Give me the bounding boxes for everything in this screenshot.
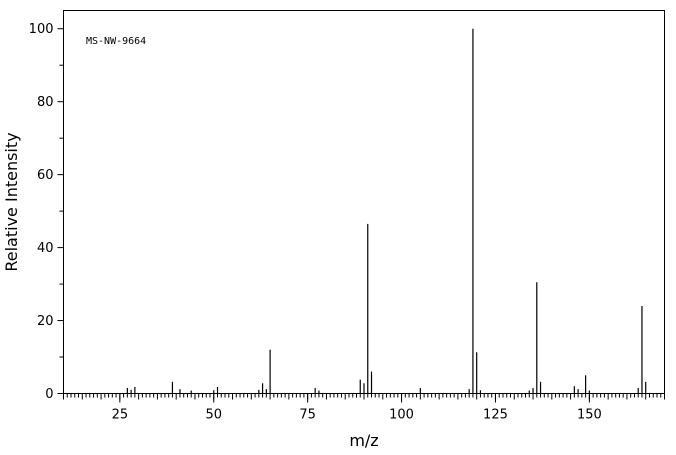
x-minor-ticks bbox=[63, 393, 665, 400]
y-axis-label: Relative Intensity bbox=[2, 132, 21, 271]
y-tick-label: 20 bbox=[37, 314, 54, 329]
x-tick-label: 150 bbox=[577, 408, 602, 423]
y-tick-label: 100 bbox=[29, 22, 54, 37]
y-tick-label: 0 bbox=[45, 387, 53, 402]
y-tick-label: 80 bbox=[37, 95, 54, 110]
y-tick-label: 60 bbox=[37, 168, 54, 183]
x-tick-label: 75 bbox=[299, 408, 316, 423]
x-tick-label: 25 bbox=[112, 408, 129, 423]
y-tick-label: 40 bbox=[37, 241, 54, 256]
plot-frame bbox=[63, 10, 665, 394]
spectrum-peaks bbox=[126, 28, 647, 394]
x-axis-label: m/z bbox=[349, 431, 378, 450]
x-tick-label: 125 bbox=[483, 408, 508, 423]
x-tick-label: 100 bbox=[389, 408, 414, 423]
x-axis-ticks: 25 50 75 100 125 150 bbox=[112, 393, 602, 423]
x-tick-label: 50 bbox=[205, 408, 222, 423]
y-axis-ticks: 0 20 40 60 80 100 bbox=[29, 22, 64, 402]
spectrum-id-annotation: MS-NW-9664 bbox=[86, 36, 146, 47]
